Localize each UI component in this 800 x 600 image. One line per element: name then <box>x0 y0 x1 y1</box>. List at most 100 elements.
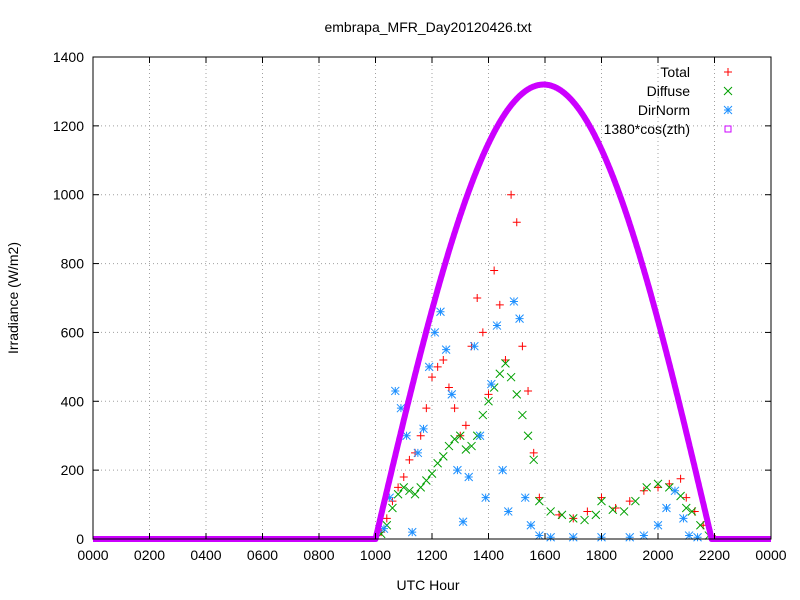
data-point <box>724 125 732 133</box>
data-point <box>682 493 691 502</box>
data-point <box>518 410 527 420</box>
data-point <box>416 483 426 492</box>
data-point <box>458 517 468 527</box>
legend-label: Diffuse <box>647 83 691 99</box>
data-point <box>447 390 457 399</box>
data-point <box>495 369 505 379</box>
data-point <box>450 404 459 413</box>
data-point <box>523 431 533 441</box>
data-point <box>473 294 482 302</box>
data-point <box>481 493 491 503</box>
data-point <box>441 345 451 354</box>
data-point <box>399 483 409 492</box>
data-point <box>723 86 733 96</box>
data-point <box>430 328 440 337</box>
data-point <box>501 359 510 368</box>
data-point <box>580 515 589 525</box>
data-point <box>427 469 437 478</box>
data-point <box>546 507 556 516</box>
data-point <box>405 486 414 496</box>
y-tick-label: 1000 <box>53 187 84 203</box>
data-point <box>625 532 635 542</box>
data-point <box>498 465 507 475</box>
data-point <box>422 404 431 413</box>
x-tick-label: 1000 <box>360 547 391 563</box>
data-point <box>467 441 476 451</box>
data-point <box>461 421 470 430</box>
x-tick-label: 0000 <box>77 547 108 563</box>
data-point <box>524 386 533 395</box>
data-point <box>444 441 454 451</box>
data-point <box>394 483 403 492</box>
data-point <box>512 218 521 227</box>
axis-ticks: 0000 0200 0400 0600 0800 1000 1200 1400 1600 1800… <box>53 49 787 563</box>
data-point <box>653 479 663 489</box>
data-point <box>642 483 652 492</box>
data-point <box>665 479 674 488</box>
data-point <box>693 532 702 542</box>
data-point <box>501 355 510 364</box>
data-point <box>419 424 428 434</box>
data-point <box>676 474 685 483</box>
data-point <box>385 493 394 503</box>
data-point <box>399 473 408 482</box>
data-point <box>503 507 513 516</box>
data-point <box>654 483 662 492</box>
data-point <box>484 390 493 399</box>
data-point <box>492 321 502 330</box>
data-point <box>495 300 504 309</box>
data-point <box>687 507 697 516</box>
data-point <box>506 372 516 382</box>
data-point <box>416 431 425 440</box>
data-point <box>486 379 496 389</box>
data-point <box>390 386 400 396</box>
data-point <box>405 455 414 464</box>
data-point <box>696 520 705 530</box>
data-point <box>450 434 459 444</box>
data-point <box>625 497 634 506</box>
data-point <box>684 531 694 540</box>
data-point <box>664 483 674 492</box>
data-point <box>509 297 519 306</box>
data-point <box>591 510 601 520</box>
data-point <box>535 493 544 502</box>
data-point <box>388 503 397 513</box>
y-tick-label: 1400 <box>53 49 84 65</box>
x-axis-label: UTC Hour <box>396 577 459 593</box>
data-point <box>410 489 420 499</box>
data-point <box>464 472 474 482</box>
y-tick-label: 1200 <box>53 118 84 134</box>
data-point <box>597 493 606 502</box>
data-point <box>436 307 445 317</box>
data-point <box>382 514 391 523</box>
x-tick-label: 0400 <box>190 547 221 563</box>
grid-lines <box>93 57 771 539</box>
data-point <box>608 505 618 515</box>
data-point <box>526 520 536 530</box>
data-point <box>518 342 527 351</box>
data-point <box>557 510 567 520</box>
data-point <box>597 496 606 506</box>
x-tick-label: 2000 <box>642 547 673 563</box>
data-point <box>568 532 578 542</box>
x-tick-label: 1200 <box>416 547 447 563</box>
data-point <box>396 403 406 413</box>
data-point <box>520 493 530 503</box>
y-tick-label: 200 <box>61 462 85 478</box>
data-point <box>407 527 417 537</box>
data-point <box>512 390 522 399</box>
data-point <box>478 410 488 420</box>
data-point <box>534 496 544 506</box>
x-tick-label: 1600 <box>529 547 560 563</box>
series-star <box>379 297 702 542</box>
data-point <box>679 513 688 523</box>
chart-title: embrapa_MFR_Day20120426.txt <box>324 19 531 35</box>
y-axis-label: Irradiance (W/m2) <box>5 242 21 354</box>
data-point <box>583 507 592 516</box>
data-point <box>433 458 443 468</box>
x-tick-label: 1400 <box>473 547 504 563</box>
data-point <box>670 486 680 496</box>
data-point <box>507 190 516 199</box>
